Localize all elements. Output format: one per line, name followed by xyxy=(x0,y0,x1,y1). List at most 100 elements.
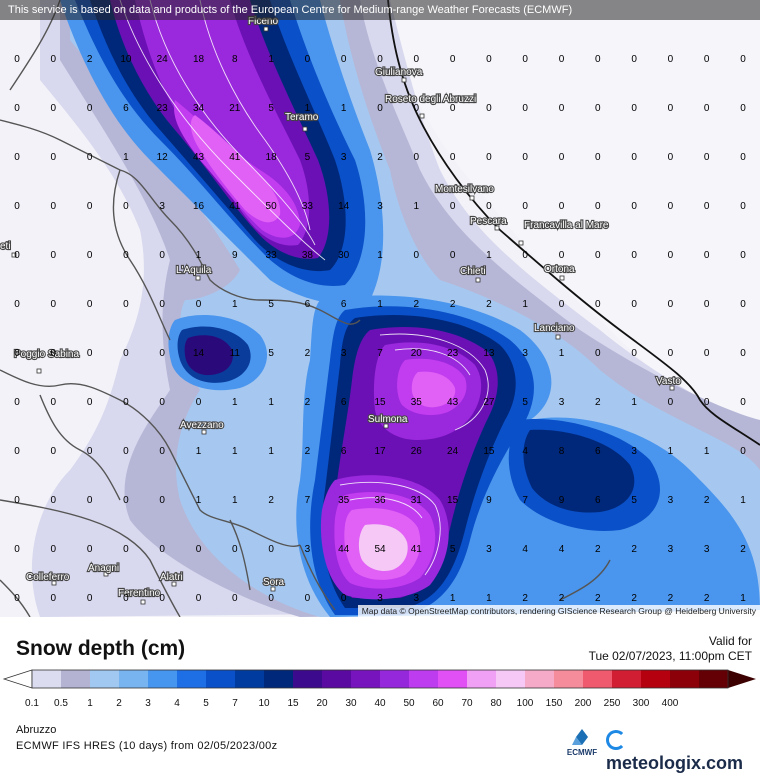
grid-value: 6 xyxy=(341,397,347,408)
snow-depth-map[interactable]: Ficeno Giulianova Roseto degli Abruzzi T… xyxy=(0,0,760,617)
grid-value: 0 xyxy=(595,103,601,114)
grid-value: 24 xyxy=(447,446,459,457)
grid-value: 0 xyxy=(14,446,20,457)
scale-swatch xyxy=(322,670,352,688)
scale-tick-label: 60 xyxy=(432,698,444,709)
grid-value: 1 xyxy=(377,250,383,261)
meteologix-brand[interactable]: meteologix.com xyxy=(606,730,760,774)
scale-swatch xyxy=(293,670,323,688)
scale-tick-label: 30 xyxy=(345,698,357,709)
grid-value: 0 xyxy=(668,397,674,408)
grid-value: 5 xyxy=(522,397,528,408)
grid-value: 0 xyxy=(14,593,20,604)
grid-value: 0 xyxy=(668,348,674,359)
ecmwf-logo[interactable]: ECMWF xyxy=(562,727,602,762)
grid-value: 0 xyxy=(159,250,165,261)
grid-value: 24 xyxy=(157,54,169,65)
grid-value: 33 xyxy=(302,201,314,212)
grid-value: 3 xyxy=(414,593,420,604)
city-teramo: Teramo xyxy=(285,112,319,123)
map-canvas: Ficeno Giulianova Roseto degli Abruzzi T… xyxy=(0,0,760,617)
scale-swatch xyxy=(206,670,236,688)
grid-value: 0 xyxy=(595,152,601,163)
grid-value: 0 xyxy=(341,54,347,65)
grid-value: 0 xyxy=(522,103,528,114)
grid-value: 0 xyxy=(232,544,238,555)
grid-value: 0 xyxy=(14,152,20,163)
grid-value: 3 xyxy=(341,152,347,163)
grid-value: 0 xyxy=(123,201,129,212)
grid-value: 3 xyxy=(668,544,674,555)
grid-value: 0 xyxy=(51,201,57,212)
grid-value: 3 xyxy=(377,201,383,212)
scale-tick-label: 300 xyxy=(632,698,650,709)
grid-value: 0 xyxy=(159,299,165,310)
grid-value: 4 xyxy=(522,544,528,555)
city-roseto: Roseto degli Abruzzi xyxy=(385,94,476,105)
grid-value: 0 xyxy=(595,299,601,310)
grid-value: 1 xyxy=(631,397,637,408)
map-attribution[interactable]: Map data © OpenStreetMap contributors, r… xyxy=(357,605,760,617)
grid-value: 0 xyxy=(668,250,674,261)
scale-swatch xyxy=(554,670,584,688)
grid-value: 15 xyxy=(447,495,459,506)
grid-value: 1 xyxy=(232,299,238,310)
grid-value: 0 xyxy=(740,152,746,163)
grid-value: 0 xyxy=(87,152,93,163)
legend-title: Snow depth (cm) xyxy=(16,637,186,660)
grid-value: 38 xyxy=(302,250,314,261)
grid-value: 0 xyxy=(196,593,202,604)
scale-tick-label: 70 xyxy=(461,698,473,709)
grid-value: 2 xyxy=(595,593,601,604)
grid-value: 6 xyxy=(595,495,601,506)
scale-tick-label: 5 xyxy=(203,698,209,709)
grid-value: 0 xyxy=(87,495,93,506)
grid-value: 0 xyxy=(595,201,601,212)
grid-value: 3 xyxy=(486,544,492,555)
grid-value: 6 xyxy=(341,299,347,310)
grid-value: 31 xyxy=(411,495,423,506)
grid-value: 1 xyxy=(522,299,528,310)
grid-value: 0 xyxy=(305,54,311,65)
grid-value: 0 xyxy=(123,348,129,359)
grid-value: 0 xyxy=(123,250,129,261)
grid-value: 0 xyxy=(631,54,637,65)
grid-value: 1 xyxy=(377,299,383,310)
city-vasto: Vasto xyxy=(656,376,681,387)
grid-value: 5 xyxy=(268,348,274,359)
scale-swatch xyxy=(61,670,91,688)
grid-value: 0 xyxy=(196,544,202,555)
grid-value: 2 xyxy=(595,544,601,555)
grid-value: 1 xyxy=(232,397,238,408)
grid-value: 2 xyxy=(414,299,420,310)
scale-swatch xyxy=(583,670,613,688)
grid-value: 41 xyxy=(411,544,423,555)
city-sulmona: Sulmona xyxy=(368,414,408,425)
grid-value: 0 xyxy=(704,250,710,261)
grid-value: 23 xyxy=(157,103,169,114)
grid-value: 1 xyxy=(668,446,674,457)
grid-value: 0 xyxy=(123,593,129,604)
scale-swatch xyxy=(438,670,468,688)
grid-value: 0 xyxy=(14,103,20,114)
grid-value: 0 xyxy=(123,495,129,506)
grid-value: 18 xyxy=(266,152,278,163)
city-alatri: Alatri xyxy=(160,572,183,583)
city-colleferro: Colleferro xyxy=(26,572,70,583)
grid-value: 0 xyxy=(159,397,165,408)
grid-value: 2 xyxy=(305,446,311,457)
meteologix-swirl-icon xyxy=(606,730,626,750)
snow-fill-layer xyxy=(31,0,760,617)
grid-value: 2 xyxy=(559,593,565,604)
ecmwf-logo-text: ECMWF xyxy=(567,748,597,757)
grid-value: 0 xyxy=(740,299,746,310)
grid-value: 1 xyxy=(123,152,129,163)
grid-value: 3 xyxy=(159,201,165,212)
grid-value: 0 xyxy=(51,54,57,65)
grid-value: 2 xyxy=(740,544,746,555)
grid-value: 0 xyxy=(559,201,565,212)
grid-value: 1 xyxy=(341,103,347,114)
grid-value: 1 xyxy=(305,103,311,114)
grid-value: 0 xyxy=(87,593,93,604)
grid-value: 0 xyxy=(668,152,674,163)
